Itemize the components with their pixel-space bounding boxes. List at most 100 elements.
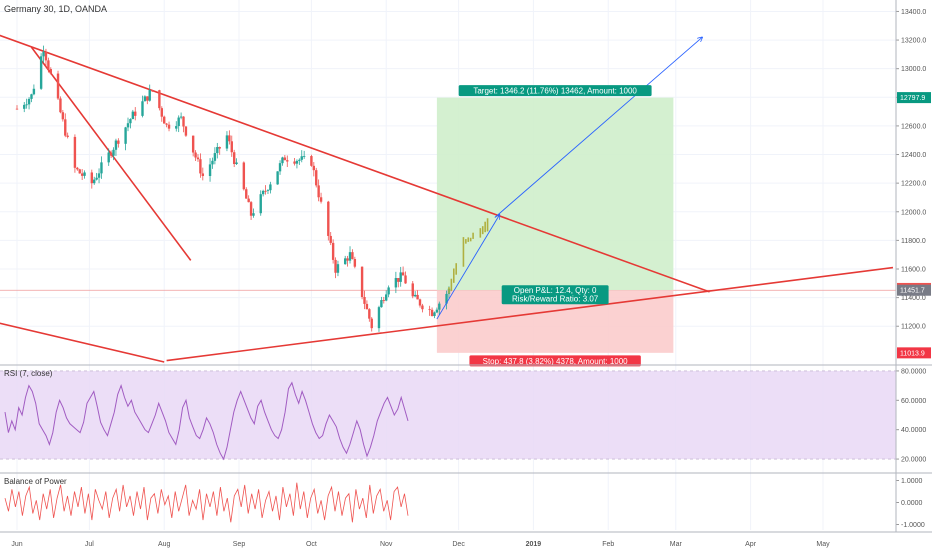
candle-body: [230, 141, 233, 153]
candle-body: [124, 127, 127, 144]
candle-body: [363, 296, 366, 304]
candle-body: [177, 117, 180, 127]
candle-body: [235, 162, 238, 165]
candle-body: [430, 309, 434, 317]
projection-arrow: [436, 215, 500, 320]
candle-body: [59, 98, 62, 113]
candle-body: [112, 149, 115, 156]
candle-body: [264, 190, 267, 192]
candle-body: [276, 171, 279, 185]
rsi-pane: 20.0000 40.0000 60.0000 80.0000 RSI (7, clos…: [0, 368, 926, 464]
candle-body: [351, 252, 354, 259]
candle-body: [165, 123, 168, 125]
candle-body: [394, 278, 398, 288]
candle-body: [336, 264, 340, 273]
y-tick-label: 13400.0: [901, 9, 926, 16]
candle-body: [15, 108, 19, 110]
price-tag-bg: [897, 92, 931, 104]
candle-body: [199, 159, 202, 174]
candle-body: [319, 197, 323, 202]
rsi-title: RSI (7, close): [4, 369, 53, 378]
y-tick-label: 12000.0: [901, 209, 926, 216]
candle-body: [286, 160, 289, 162]
open-pl-bg: [501, 285, 609, 305]
arrows[interactable]: [436, 37, 702, 320]
candle-body: [360, 266, 364, 297]
position-labels: Target: 1346.2 (11.76%) 13462, Amount: 1…: [458, 85, 652, 367]
candle-body: [401, 272, 405, 276]
candle-body: [261, 190, 265, 195]
bop-line: [4, 482, 409, 523]
price-tag: 11451.7: [900, 288, 925, 295]
candle-body: [196, 157, 200, 160]
x-tick-label: Feb: [602, 541, 614, 548]
stop-label: Stop: 437.8 (3.82%) 4378, Amount: 1000: [483, 357, 629, 366]
candle-body: [179, 116, 183, 118]
candles: [15, 45, 451, 332]
candle-body: [109, 152, 113, 156]
y-tick-label: 11200.0: [901, 324, 926, 331]
target-label-bg: [458, 85, 652, 97]
candle-body: [160, 108, 163, 117]
bop-tick-label: 0.0000: [901, 500, 923, 507]
candle-body: [211, 160, 214, 165]
candle-body: [327, 201, 330, 236]
bop-title: Balance of Power: [4, 477, 67, 486]
candle-body: [269, 184, 272, 191]
candle-body: [83, 172, 86, 176]
projection-candles: [448, 218, 489, 294]
candle-body: [293, 161, 296, 164]
candle-body: [317, 185, 320, 198]
candle-body: [353, 258, 357, 267]
candle-body: [382, 300, 386, 301]
candle-body: [242, 162, 246, 190]
candle-body: [421, 305, 424, 310]
candle-body: [175, 126, 178, 129]
candle-body: [343, 258, 347, 265]
y-tick-label: 13000.0: [901, 66, 926, 73]
candle-body: [252, 213, 255, 216]
candle-body: [433, 312, 436, 317]
candle-body: [312, 165, 316, 171]
candle-body: [228, 135, 231, 142]
x-tick-label: Jul: [85, 541, 94, 548]
bop-pane: 1.0000 0.0000 -1.0000 Balance of Power: [4, 477, 925, 529]
rsi-tick-label: 60.0000: [901, 398, 926, 405]
x-tick-label: Nov: [380, 541, 393, 548]
trendline: [166, 266, 894, 362]
candle-body: [100, 162, 103, 174]
candle-body: [278, 163, 282, 172]
x-tick-label: Mar: [670, 541, 683, 548]
candle-body: [380, 300, 383, 308]
target-zone: [436, 97, 674, 291]
candle-body: [64, 119, 67, 136]
x-tick-label: Apr: [745, 541, 757, 548]
candle-body: [141, 101, 144, 116]
candle-body: [126, 123, 130, 128]
x-tick-label: May: [816, 541, 830, 548]
candle-body: [348, 252, 352, 261]
candle-body: [416, 294, 419, 300]
candle-body: [78, 169, 81, 174]
candle-body: [97, 173, 101, 178]
candle-body: [129, 119, 132, 124]
candle-body: [47, 60, 50, 70]
candle-body: [150, 90, 154, 91]
candle-body: [259, 194, 262, 214]
y-tick-label: 11400.0: [901, 295, 926, 302]
candle-body: [158, 90, 161, 109]
candle-body: [413, 294, 417, 297]
candle-body: [315, 170, 318, 186]
candle-body: [438, 303, 441, 310]
candle-body: [134, 111, 137, 116]
candle-body: [298, 159, 301, 161]
rsi-tick-label: 80.0000: [901, 368, 926, 375]
candle-body: [331, 242, 335, 260]
candle-body: [232, 152, 236, 165]
candle-body: [66, 135, 69, 137]
position-tool[interactable]: [436, 97, 674, 353]
candle-body: [167, 124, 171, 129]
candle-body: [397, 278, 400, 282]
